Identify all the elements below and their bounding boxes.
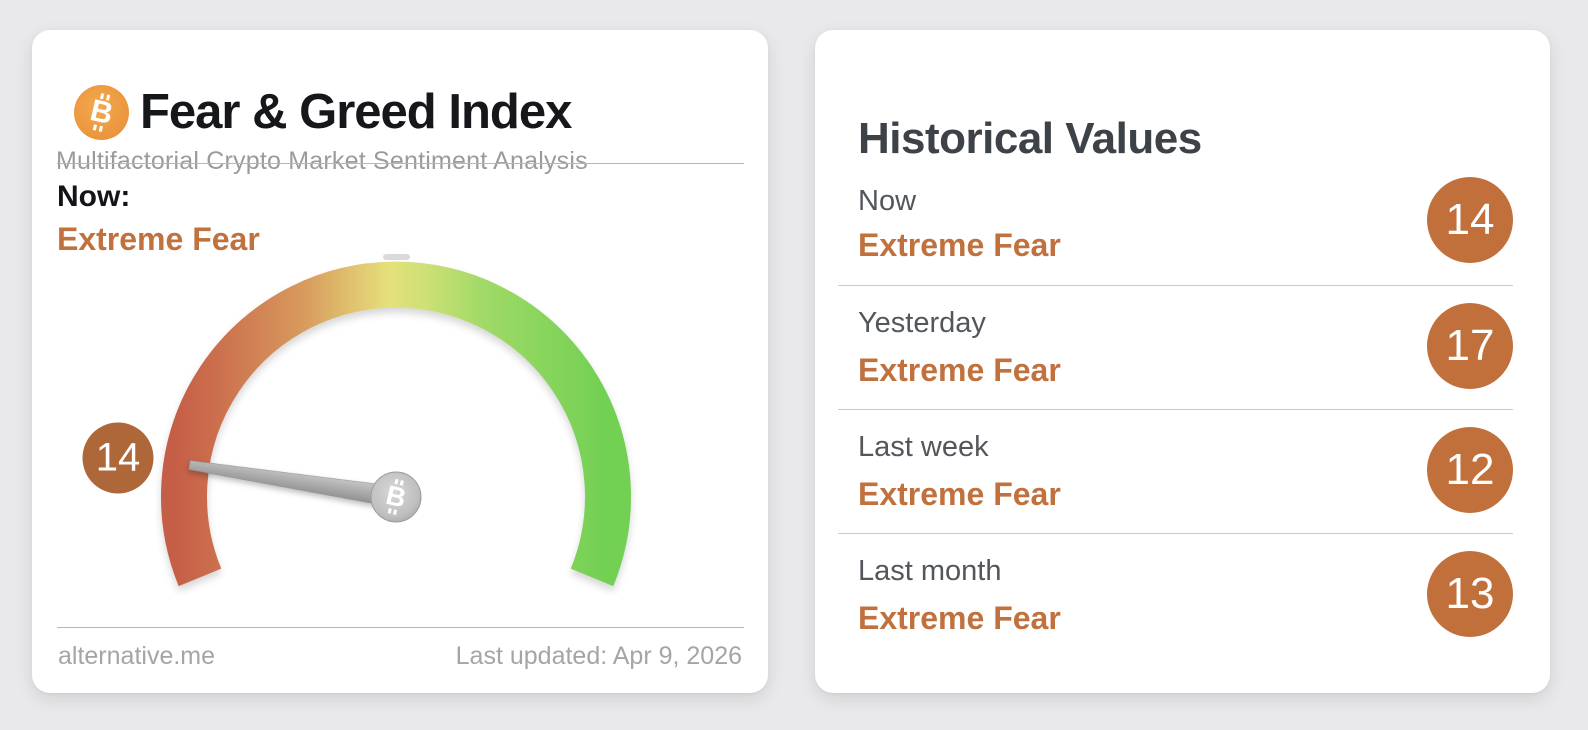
site-link[interactable]: alternative.me: [58, 642, 216, 670]
row-classification: Extreme Fear: [858, 600, 1061, 636]
historical-values-card: Historical Values Now Extreme Fear 14 Ye…: [815, 30, 1550, 693]
row-value-badge: 12: [1427, 427, 1513, 513]
row-period-label: Last week: [858, 431, 989, 463]
card-title: Fear & Greed Index: [140, 84, 572, 139]
row-period-label: Last month: [858, 555, 1002, 587]
historical-values-title: Historical Values: [858, 113, 1202, 163]
card-header: B Fear & Greed Index: [74, 55, 572, 170]
row-classification: Extreme Fear: [858, 352, 1061, 388]
row-value-badge: 14: [1427, 177, 1513, 263]
gauge-needle: [188, 460, 398, 508]
fear-greed-card: B Fear & Greed Index Multifactorial Cryp…: [32, 30, 768, 693]
row-classification: Extreme Fear: [858, 476, 1061, 512]
card-subtitle: Multifactorial Crypto Market Sentiment A…: [56, 147, 588, 175]
card-footer: alternative.me Last updated: Apr 9, 2026: [58, 642, 742, 671]
history-row-yesterday: Yesterday Extreme Fear 17: [838, 285, 1513, 409]
current-sentiment-value: Extreme Fear: [57, 221, 260, 257]
gauge-arc: [161, 261, 631, 587]
gauge-value-badge: 14: [82, 422, 154, 494]
row-value-badge: 17: [1427, 303, 1513, 389]
row-classification: Extreme Fear: [858, 227, 1061, 263]
row-period-label: Yesterday: [858, 307, 986, 339]
gauge-hub: B: [370, 471, 422, 523]
history-row-last-week: Last week Extreme Fear 12: [838, 409, 1513, 533]
bitcoin-icon: B: [74, 84, 129, 140]
row-value-badge: 13: [1427, 551, 1513, 637]
historical-rows: Now Extreme Fear 14 Yesterday Extreme Fe…: [838, 177, 1513, 657]
last-updated-text: Last updated: Apr 9, 2026: [455, 642, 742, 670]
footer-divider: [57, 627, 744, 628]
row-period-label: Now: [858, 185, 917, 217]
fear-greed-gauge: 14 B: [82, 254, 631, 587]
now-label: Now:: [57, 180, 131, 213]
history-row-now: Now Extreme Fear 14: [838, 177, 1513, 285]
svg-text:14: 14: [96, 436, 141, 480]
gauge-midpoint-tick: [383, 254, 410, 260]
history-row-last-month: Last month Extreme Fear 13: [838, 533, 1513, 657]
header-divider: [57, 163, 744, 164]
